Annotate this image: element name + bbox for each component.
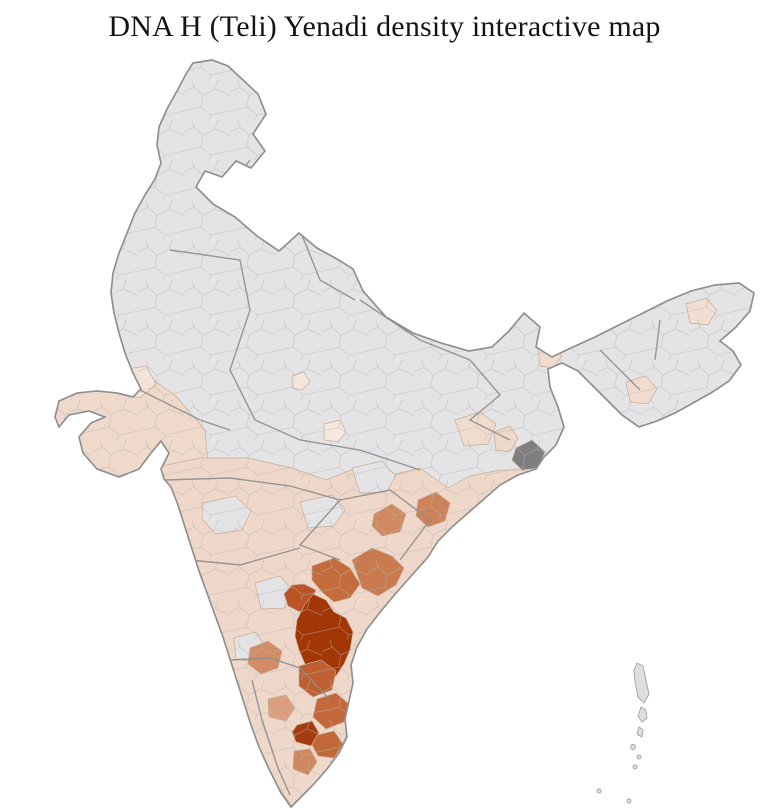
district-boundaries-texture [55, 60, 754, 807]
state-line [189, 547, 301, 566]
state-line [254, 419, 421, 471]
map-region-island-dot[interactable] [626, 798, 632, 804]
map-region-andaman-mid[interactable] [637, 706, 648, 723]
map-region-nicobar-dot[interactable] [636, 754, 642, 760]
state-line [599, 319, 661, 391]
andaman-nicobar-layer [596, 662, 650, 804]
state-line [299, 229, 356, 301]
state-line [139, 389, 231, 431]
state-line [251, 679, 291, 796]
map-region-nicobar-dot[interactable] [630, 744, 636, 750]
map-region-andaman-small[interactable] [636, 726, 644, 738]
state-line [359, 299, 511, 441]
state-line [164, 477, 342, 561]
map-region-island-dot[interactable] [596, 788, 602, 794]
state-line [169, 249, 256, 421]
state-line [229, 657, 331, 701]
state-line [339, 489, 431, 561]
map-region-nicobar-dot[interactable] [632, 764, 638, 770]
map-region-andaman-main[interactable] [633, 662, 650, 704]
page-title: DNA H (Teli) Yenadi density interactive … [108, 10, 661, 43]
